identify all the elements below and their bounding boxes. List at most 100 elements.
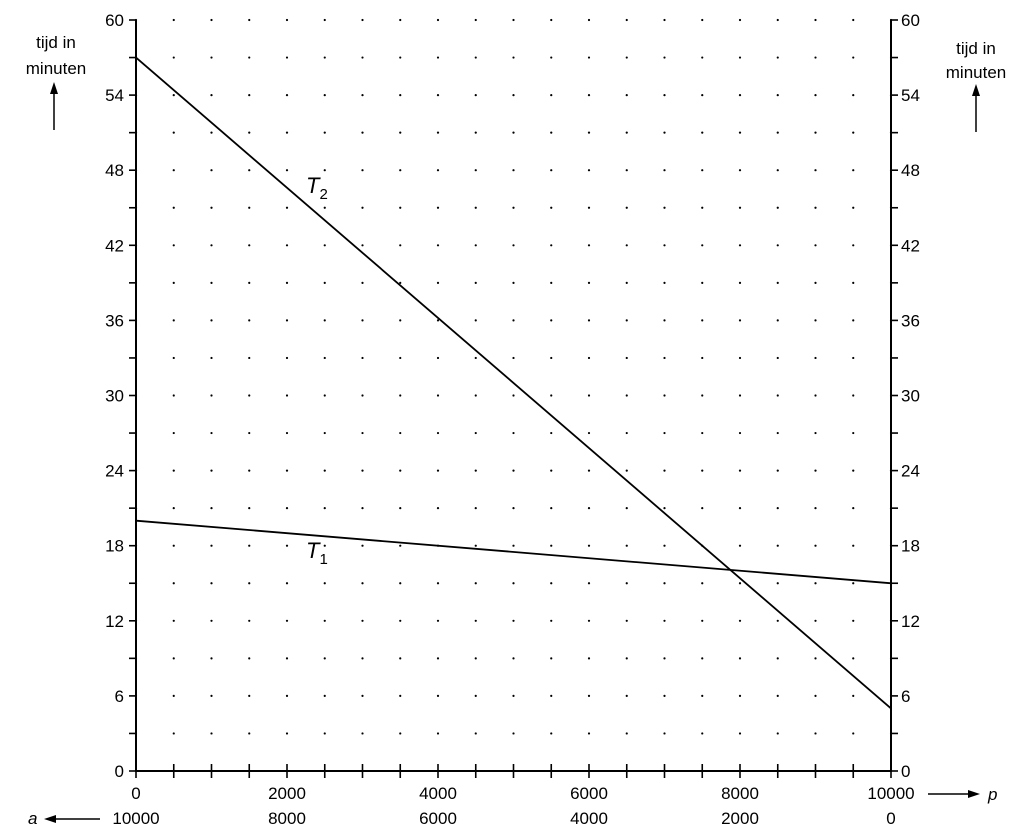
grid-dot — [625, 469, 628, 472]
grid-dot — [361, 394, 364, 397]
grid-dot — [210, 694, 213, 698]
grid-dot — [512, 619, 515, 622]
grid-dot — [285, 131, 289, 134]
grid-dot — [436, 582, 440, 585]
grid-dot — [701, 94, 704, 97]
grid-dot — [210, 319, 213, 322]
grid-dot — [550, 582, 553, 585]
grid-dot — [474, 732, 477, 735]
grid-dot — [852, 281, 855, 284]
grid-dot — [550, 131, 553, 134]
grid-dot — [285, 281, 289, 284]
grid-dot — [852, 206, 855, 209]
grid-dot — [361, 169, 364, 172]
grid-dot — [436, 206, 440, 209]
grid-dot — [550, 694, 553, 698]
grid-dot — [399, 94, 402, 97]
grid-dot — [361, 319, 364, 322]
grid-dot — [512, 131, 515, 134]
grid-dot — [172, 18, 175, 22]
grid-dot — [474, 206, 477, 209]
grid-dot — [248, 544, 251, 547]
grid-dot — [172, 619, 175, 622]
x-tick-label-a: 6000 — [419, 809, 457, 828]
y-tick-label-right: 18 — [901, 537, 920, 556]
grid-dot — [399, 131, 402, 134]
grid-dot — [399, 206, 402, 209]
grid-dot — [172, 244, 175, 247]
grid-dot — [474, 619, 477, 622]
grid-dot — [436, 94, 440, 97]
grid-dot — [663, 356, 666, 360]
grid-dot — [285, 657, 289, 660]
grid-dot — [814, 131, 817, 134]
y-tick-label-left: 18 — [105, 537, 124, 556]
grid-dot — [172, 431, 175, 435]
grid-dot — [587, 431, 591, 435]
grid-dot — [285, 244, 289, 247]
grid-dot — [814, 582, 817, 585]
grid-dot — [361, 281, 364, 284]
x-tick-label-a: 8000 — [268, 809, 306, 828]
grid-dot — [172, 169, 175, 172]
grid-dot — [701, 206, 704, 209]
grid-dot — [852, 356, 855, 360]
grid-dot — [436, 244, 440, 247]
x-tick-label-p: 8000 — [721, 784, 759, 803]
grid-dot — [285, 469, 289, 472]
grid-dot — [776, 356, 779, 360]
grid-dot — [512, 657, 515, 660]
grid-dot — [738, 657, 742, 660]
grid-dot — [663, 169, 666, 172]
grid-dot — [210, 619, 213, 622]
grid-dot — [361, 244, 364, 247]
grid-dot — [210, 431, 213, 435]
grid-dot — [323, 18, 326, 22]
grid-dot — [852, 244, 855, 247]
grid-dot — [210, 394, 213, 397]
grid-dot — [323, 431, 326, 435]
grid-dot — [701, 469, 704, 472]
grid-dot — [776, 657, 779, 660]
grid-dot — [474, 582, 477, 585]
grid-dot — [814, 56, 817, 59]
grid-dot — [248, 694, 251, 698]
grid-dot — [474, 18, 477, 22]
grid-dot — [285, 694, 289, 698]
grid-dot — [625, 507, 628, 510]
y-axis-label-left-line2: minuten — [26, 59, 86, 78]
grid-dot — [625, 394, 628, 397]
grid-dot — [172, 694, 175, 698]
y-tick-label-left: 48 — [105, 161, 124, 180]
grid-dot — [172, 356, 175, 360]
grid-dot — [399, 694, 402, 698]
grid-dot — [852, 431, 855, 435]
grid-dot — [776, 56, 779, 59]
grid-dot — [361, 619, 364, 622]
grid-dot — [436, 694, 440, 698]
grid-dot — [512, 469, 515, 472]
grid-dot — [361, 657, 364, 660]
grid-dot — [474, 356, 477, 360]
grid-dot — [625, 619, 628, 622]
grid-dot — [587, 169, 591, 172]
grid-dot — [323, 619, 326, 622]
grid-dot — [663, 56, 666, 59]
grid-dot — [323, 507, 326, 510]
grid-dot — [210, 244, 213, 247]
y-tick-label-right: 6 — [901, 687, 910, 706]
grid-dot — [323, 281, 326, 284]
grid-dot — [663, 131, 666, 134]
grid-dot — [776, 544, 779, 547]
grid-dot — [210, 469, 213, 472]
grid-dot — [701, 657, 704, 660]
grid-dot — [776, 18, 779, 22]
grid-dot — [587, 694, 591, 698]
grid-dot — [663, 206, 666, 209]
grid-dot — [701, 431, 704, 435]
grid-dot — [550, 657, 553, 660]
grid-dot — [436, 56, 440, 59]
grid-dot — [399, 507, 402, 510]
grid-dot — [550, 356, 553, 360]
